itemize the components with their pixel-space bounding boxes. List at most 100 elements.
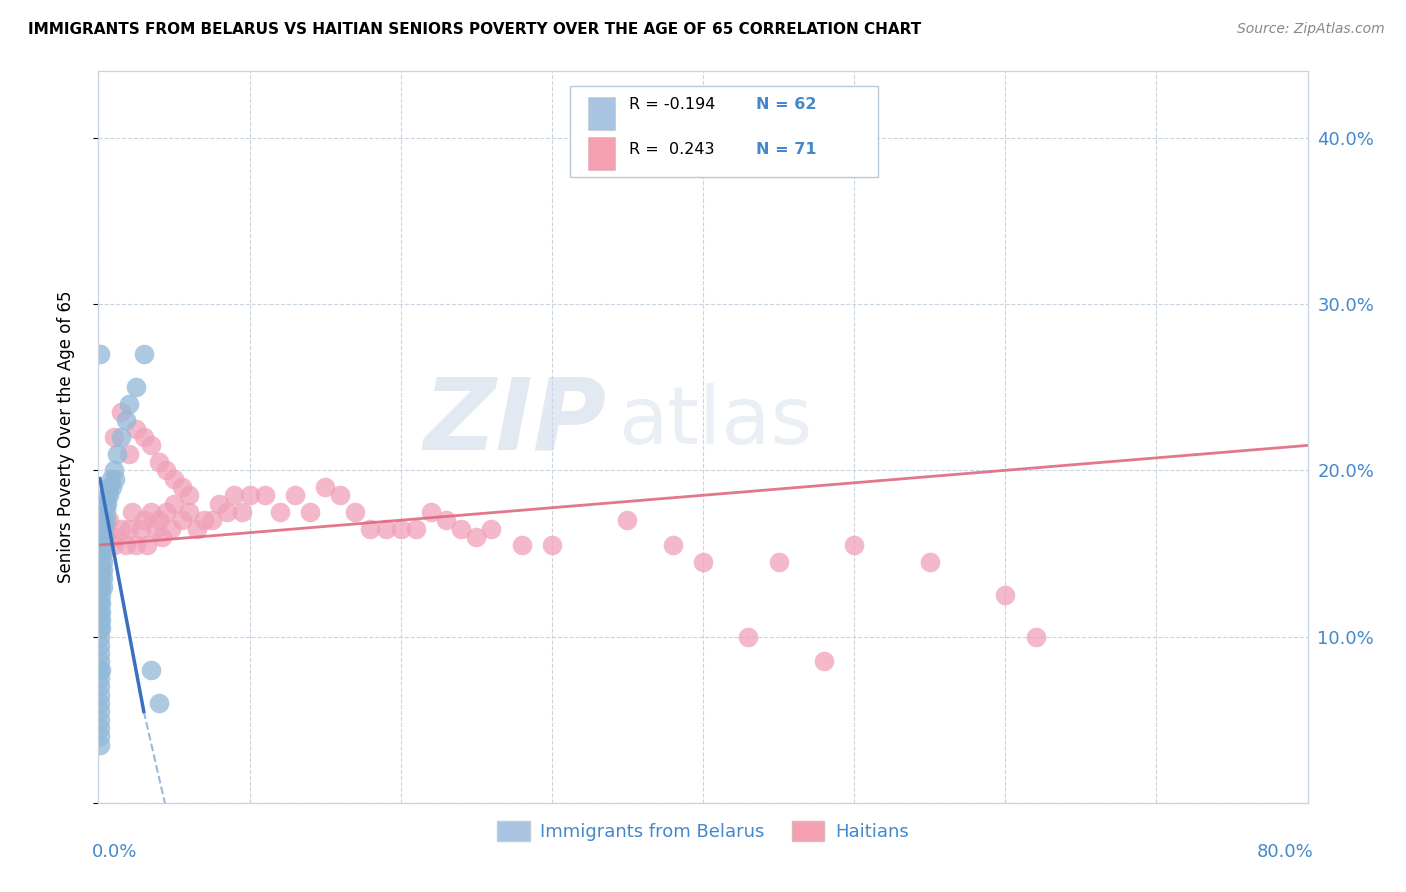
Point xyxy=(96,488,118,502)
Point xyxy=(145,521,167,535)
Point xyxy=(114,538,136,552)
Point xyxy=(91,580,114,594)
Point xyxy=(481,521,503,535)
Text: N = 62: N = 62 xyxy=(756,96,817,112)
Point xyxy=(450,521,472,535)
Point xyxy=(90,546,112,560)
Point xyxy=(179,488,201,502)
Point xyxy=(135,538,157,552)
Point xyxy=(90,621,112,635)
Point xyxy=(93,513,115,527)
Point xyxy=(110,430,132,444)
Point xyxy=(110,521,132,535)
Point xyxy=(90,571,112,585)
Text: 0.0%: 0.0% xyxy=(93,843,138,861)
Point xyxy=(141,505,163,519)
Point xyxy=(1024,630,1046,644)
Point xyxy=(125,538,148,552)
Text: ZIP: ZIP xyxy=(423,374,606,471)
Point xyxy=(389,521,412,535)
Point xyxy=(616,513,638,527)
Point xyxy=(132,347,155,361)
Point xyxy=(201,513,224,527)
Point xyxy=(844,538,866,552)
Point xyxy=(768,555,790,569)
Point xyxy=(94,497,117,511)
Point xyxy=(224,488,246,502)
Legend: Immigrants from Belarus, Haitians: Immigrants from Belarus, Haitians xyxy=(489,814,917,848)
Point xyxy=(114,413,136,427)
Point xyxy=(89,655,111,669)
Point xyxy=(239,488,262,502)
Point xyxy=(141,438,163,452)
Point xyxy=(89,630,111,644)
Point xyxy=(100,472,122,486)
Point xyxy=(93,521,115,535)
Point xyxy=(118,397,141,411)
Point xyxy=(994,588,1017,602)
Point xyxy=(89,713,111,727)
Point xyxy=(90,663,112,677)
Point xyxy=(155,463,177,477)
Point xyxy=(103,430,125,444)
Point xyxy=(141,663,163,677)
Point xyxy=(89,613,111,627)
Point xyxy=(179,505,201,519)
Point xyxy=(661,538,683,552)
Point xyxy=(89,596,111,610)
Point xyxy=(96,497,118,511)
Point xyxy=(510,538,533,552)
Point xyxy=(89,705,111,719)
Point xyxy=(360,521,382,535)
Point xyxy=(434,513,457,527)
Point xyxy=(148,455,170,469)
Point xyxy=(90,563,112,577)
Text: IMMIGRANTS FROM BELARUS VS HAITIAN SENIORS POVERTY OVER THE AGE OF 65 CORRELATIO: IMMIGRANTS FROM BELARUS VS HAITIAN SENIO… xyxy=(28,22,921,37)
Point xyxy=(186,521,208,535)
Point xyxy=(98,488,121,502)
Point xyxy=(121,505,143,519)
Point xyxy=(94,513,117,527)
Point xyxy=(89,646,111,660)
Point xyxy=(692,555,714,569)
Point xyxy=(405,521,427,535)
Point xyxy=(89,680,111,694)
Point xyxy=(170,480,193,494)
Point xyxy=(129,521,152,535)
Point xyxy=(314,480,336,494)
Point xyxy=(89,688,111,702)
Point xyxy=(90,596,112,610)
Point xyxy=(132,430,155,444)
Point xyxy=(125,422,148,436)
FancyBboxPatch shape xyxy=(569,86,879,178)
Point xyxy=(163,497,186,511)
Point xyxy=(374,521,396,535)
Point xyxy=(148,513,170,527)
Point xyxy=(94,505,117,519)
Point xyxy=(89,721,111,735)
Text: R = -0.194: R = -0.194 xyxy=(630,96,716,112)
Point xyxy=(89,663,111,677)
Point xyxy=(148,696,170,710)
Point xyxy=(125,380,148,394)
Bar xyxy=(588,136,614,169)
Point xyxy=(150,530,173,544)
Point xyxy=(90,555,112,569)
Point xyxy=(215,505,238,519)
Text: N = 71: N = 71 xyxy=(756,142,817,157)
Text: 80.0%: 80.0% xyxy=(1257,843,1313,861)
Point xyxy=(94,530,117,544)
Point xyxy=(208,497,231,511)
Point xyxy=(89,738,111,752)
Point xyxy=(91,555,114,569)
Point xyxy=(420,505,443,519)
Point xyxy=(918,555,941,569)
Point xyxy=(104,472,127,486)
Point xyxy=(163,472,186,486)
Point xyxy=(103,463,125,477)
Point xyxy=(91,571,114,585)
Point xyxy=(105,447,128,461)
Point xyxy=(89,729,111,743)
Point xyxy=(90,580,112,594)
Point xyxy=(540,538,562,552)
